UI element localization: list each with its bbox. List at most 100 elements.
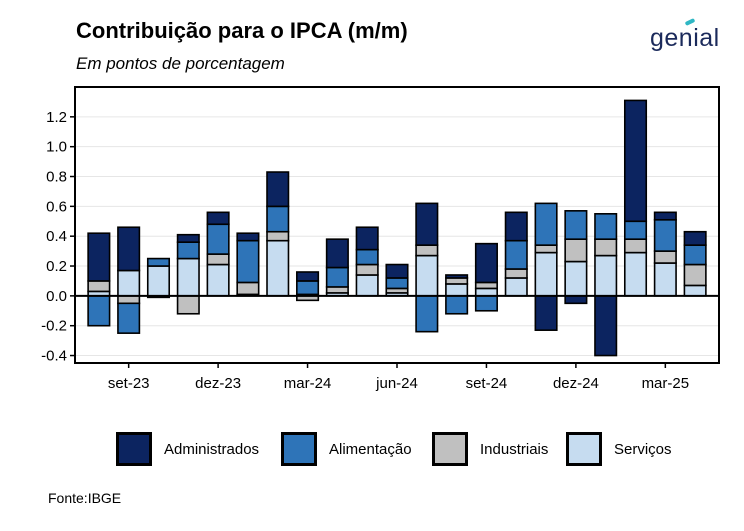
legend: Administrados Alimentação Industriais Se… (0, 432, 744, 472)
y-tick-label: 0.2 (46, 258, 67, 275)
bar-segment-administrados (176, 233, 200, 243)
x-tick-label: mar-24 (284, 375, 332, 392)
bar-segment-servicos (206, 263, 230, 297)
bar-segment-alimentacao (296, 280, 320, 296)
bar-segment-servicos (474, 287, 498, 297)
bar-segment-administrados (355, 226, 379, 251)
legend-label-administrados: Administrados (164, 440, 260, 458)
bar-segment-administrados (385, 263, 409, 279)
bar-segment-industriais (206, 253, 230, 266)
legend-item-servicos: Serviços (566, 432, 672, 466)
bar-segment-administrados (594, 295, 618, 357)
y-tick-label: -0.4 (41, 348, 67, 365)
legend-item-alimentacao: Alimentação (281, 432, 412, 466)
bar-segment-alimentacao (445, 295, 469, 315)
bar-segment-servicos (683, 284, 707, 297)
bar-segment-servicos (534, 251, 558, 297)
bar-segment-industriais (236, 281, 260, 296)
bar-segment-administrados (564, 295, 588, 305)
bar-segment-administrados (445, 274, 469, 279)
x-tick-label: dez-24 (553, 375, 599, 392)
legend-swatch-alimentacao (281, 432, 317, 466)
legend-item-industriais: Industriais (432, 432, 548, 466)
genial-logo: genial (650, 18, 720, 53)
chart-subtitle: Em pontos de porcentagem (76, 54, 285, 73)
legend-label-industriais: Industriais (480, 440, 549, 458)
bar-segment-industriais (445, 277, 469, 285)
bar-segment-servicos (415, 254, 439, 297)
bar-segment-administrados (534, 295, 558, 331)
bar-segment-industriais (594, 238, 618, 257)
bar-segment-servicos (146, 265, 171, 297)
bar-segment-servicos (117, 269, 141, 297)
bar-segment-alimentacao (534, 202, 558, 246)
x-tick-label: set-24 (466, 375, 508, 392)
bar-segment-administrados (117, 226, 141, 272)
source-note: Fonte:IBGE (48, 490, 122, 506)
bar-segment-administrados (87, 232, 111, 282)
y-tick-label: 0.4 (46, 228, 67, 245)
y-tick-label: 0.6 (46, 198, 67, 215)
bar-segment-servicos (653, 262, 677, 297)
bar-segment-alimentacao (325, 266, 349, 288)
x-tick-label: dez-23 (195, 375, 241, 392)
legend-swatch-servicos (566, 432, 602, 466)
bar-segment-industriais (355, 263, 379, 276)
bar-segment-industriais (266, 230, 290, 242)
legend-swatch-administrados (116, 432, 152, 466)
bar-segment-industriais (623, 238, 648, 254)
bar-segment-administrados (504, 211, 528, 242)
y-tick-label: 1.0 (46, 139, 67, 156)
bar-segment-industriais (564, 238, 588, 263)
plot-border (74, 86, 720, 364)
bar-segment-industriais (87, 280, 111, 293)
bar-segment-industriais (534, 244, 558, 254)
bar-segment-alimentacao (117, 302, 141, 334)
y-tick-label: 1.2 (46, 109, 67, 126)
bar-segment-administrados (683, 230, 707, 246)
y-tick-label: -0.2 (41, 318, 67, 335)
legend-label-servicos: Serviços (614, 440, 672, 458)
bar-segment-alimentacao (564, 210, 588, 240)
bar-segment-servicos (623, 251, 648, 297)
bar-segment-industriais (176, 295, 200, 315)
bar-segment-administrados (415, 202, 439, 246)
bar-segment-alimentacao (683, 244, 707, 266)
chart-title: Contribuição para o IPCA (m/m) (76, 18, 408, 43)
bar-chart: -0.4 -0.2 0.0 0.2 0.4 0.6 0.8 1.0 1.2 set-23 dez-2… (41, 86, 720, 392)
bar-segment-alimentacao (504, 239, 528, 270)
bar-segment-alimentacao (355, 248, 379, 266)
bar-segment-administrados (266, 171, 290, 208)
bar-segment-alimentacao (623, 220, 648, 240)
bar-segment-administrados (474, 242, 498, 284)
bar-segment-alimentacao (594, 213, 618, 240)
bar-segment-alimentacao (176, 241, 200, 260)
bar-segment-servicos (594, 254, 618, 297)
bar-segment-alimentacao (146, 257, 171, 267)
bar-segment-alimentacao (474, 295, 498, 312)
bar-segment-alimentacao (653, 218, 677, 252)
bar-segment-administrados (623, 99, 648, 223)
bar-segment-industriais (683, 263, 707, 287)
y-tick-label: 0.0 (46, 288, 67, 305)
bar-segment-administrados (206, 211, 230, 226)
bar-segment-industriais (504, 268, 528, 279)
y-tick-label: 0.8 (46, 169, 67, 186)
bar-segment-servicos (355, 274, 379, 297)
bar-segment-industriais (415, 244, 439, 257)
x-tick-label: set-23 (108, 375, 150, 392)
bar-segment-alimentacao (385, 277, 409, 290)
bar-segment-servicos (564, 260, 588, 297)
logo-text: genial (650, 24, 720, 52)
bar-segment-industriais (325, 286, 349, 294)
x-tick-label: mar-25 (642, 375, 690, 392)
bar-segment-alimentacao (236, 239, 260, 284)
bar-segment-servicos (176, 257, 200, 297)
bar-segment-administrados (325, 238, 349, 269)
bar-segment-alimentacao (266, 205, 290, 233)
bar-segment-industriais (117, 295, 141, 305)
x-tick-label: jun-24 (375, 375, 418, 392)
bar-segment-industriais (653, 250, 677, 264)
legend-item-administrados: Administrados (116, 432, 259, 466)
bar-segment-alimentacao (87, 295, 111, 327)
